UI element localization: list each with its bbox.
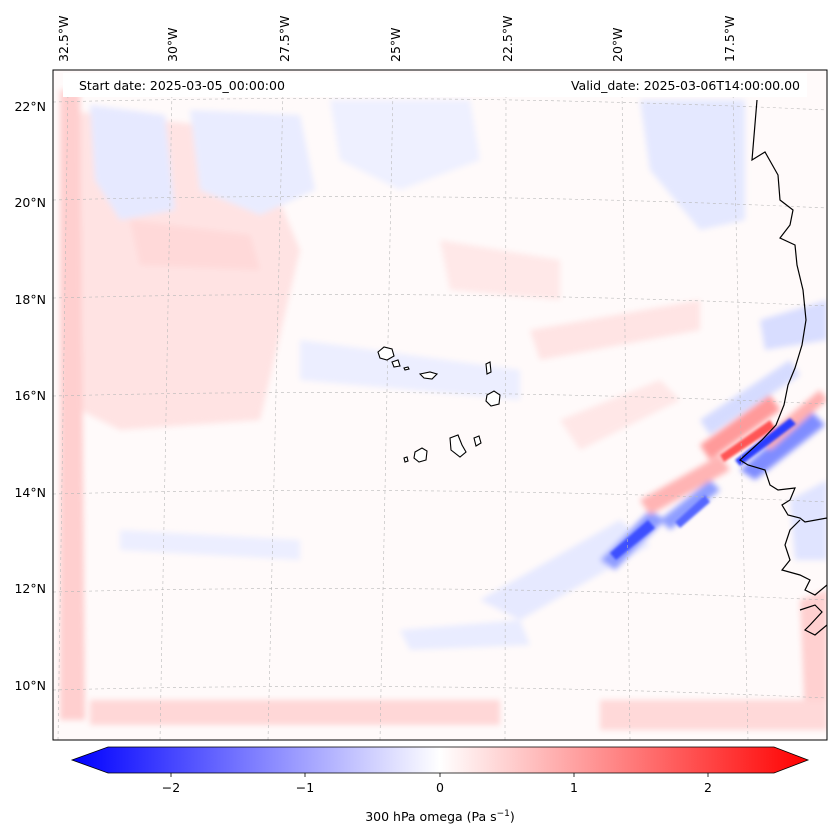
lon-label-25w: 25°W (388, 27, 403, 62)
omega-field-streaks (610, 418, 796, 560)
longitude-labels: 32.5°W 30°W 27.5°W 25°W 22.5°W 20°W 17.5… (56, 16, 737, 62)
lat-label-10n: 10°N (14, 678, 46, 693)
colorbar-ticks (170, 773, 709, 777)
lon-label-20w: 20°W (610, 27, 625, 62)
lat-label-16n: 16°N (14, 388, 46, 403)
header-strip (63, 73, 807, 97)
omega-field (60, 90, 827, 730)
colorbar-tick-2: 2 (704, 780, 712, 795)
colorbar-tick-1: 1 (570, 780, 578, 795)
lat-label-18n: 18°N (14, 292, 46, 307)
lon-label-17-5w: 17.5°W (722, 16, 737, 62)
colorbar: −2 −1 0 1 2 300 hPa omega (Pa s−1) (70, 746, 810, 824)
lat-label-12n: 12°N (14, 581, 46, 596)
cape-verde-islands (377, 346, 501, 463)
colorbar-bar (70, 746, 810, 774)
colorbar-tick-minus-2: −2 (162, 780, 180, 795)
lat-label-20n: 20°N (14, 195, 46, 210)
valid-date-label: Valid_date: 2025-03-06T14:00:00.00 (571, 78, 800, 93)
colorbar-label: 300 hPa omega (Pa s−1) (365, 809, 515, 824)
coastline (739, 99, 827, 636)
colorbar-tick-0: 0 (436, 780, 444, 795)
lon-label-32-5w: 32.5°W (56, 16, 71, 62)
lat-label-22n: 22°N (14, 99, 46, 114)
start-date-label: Start date: 2025-03-05_00:00:00 (79, 78, 285, 93)
map-frame (52, 69, 828, 741)
lat-label-14n: 14°N (14, 485, 46, 500)
latitude-labels: 22°N 20°N 18°N 16°N 14°N 12°N 10°N (14, 99, 46, 693)
lon-label-27-5w: 27.5°W (277, 16, 292, 62)
lon-label-22-5w: 22.5°W (500, 16, 515, 62)
lon-label-30w: 30°W (165, 27, 180, 62)
map-panel (53, 70, 827, 740)
colorbar-tick-minus-1: −1 (296, 780, 314, 795)
gridlines (53, 89, 827, 740)
